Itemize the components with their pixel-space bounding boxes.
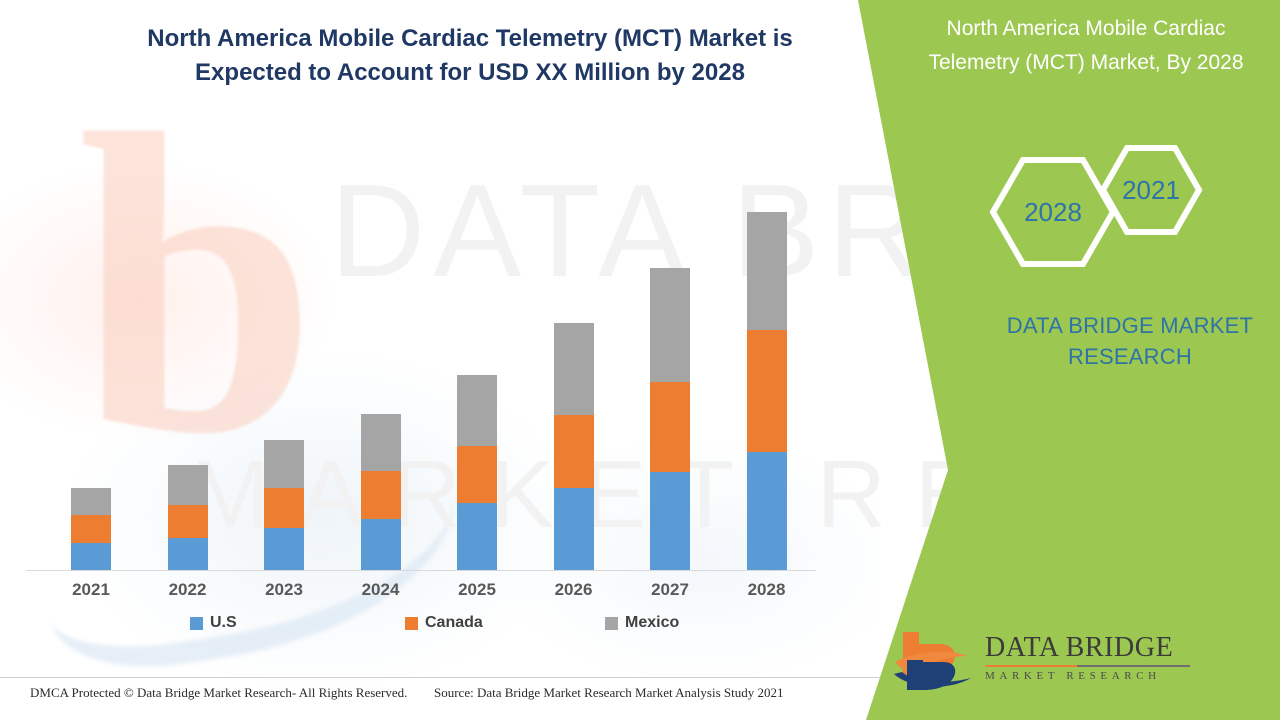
bar-segment-mexico-2025 <box>457 375 497 446</box>
svg-text:2028: 2028 <box>1024 197 1082 227</box>
logo-wordmark: DATA BRIDGE MARKET RESEARCH <box>985 632 1225 682</box>
bar-segment-canada-2023 <box>264 488 304 528</box>
bar-group <box>26 120 826 570</box>
logo-divider <box>985 665 1190 667</box>
footer-copyright: DMCA Protected © Data Bridge Market Rese… <box>30 685 408 700</box>
legend-item-mexico[interactable]: Mexico <box>605 614 679 632</box>
chart-legend: U.S Canada Mexico <box>0 614 830 642</box>
svg-text:2021: 2021 <box>1122 175 1180 205</box>
panel-brand-line-2: RESEARCH <box>1067 344 1192 369</box>
bar-segment-canada-2027 <box>650 382 690 472</box>
hexagon-2028 <box>989 157 1117 267</box>
legend-swatch-icon <box>405 616 418 630</box>
legend-item-us[interactable]: U.S <box>190 614 237 632</box>
footer-divider <box>0 677 880 678</box>
legend-item-canada[interactable]: Canada <box>405 614 483 632</box>
bar-segment-us-2021 <box>71 543 111 570</box>
logo-mark-icon <box>894 632 971 690</box>
bar-segment-mexico-2023 <box>264 440 304 488</box>
logo-main-text: DATA BRIDGE <box>985 632 1174 663</box>
chart-plot-area <box>26 120 826 572</box>
bar-segment-canada-2022 <box>167 505 208 538</box>
x-axis-label-2026: 2026 <box>554 580 593 599</box>
bar-segment-us-2026 <box>553 488 594 570</box>
background-ghost-letter: b <box>78 47 318 523</box>
bar-2025[interactable] <box>457 375 497 570</box>
x-axis-label-2021: 2021 <box>72 580 110 599</box>
background-photo <box>0 0 880 720</box>
legend-label: U.S <box>210 614 237 631</box>
bar-2027[interactable] <box>650 268 690 570</box>
x-axis-line <box>26 570 816 571</box>
company-logo: DATA BRIDGE MARKET RESEARCH <box>893 626 1233 696</box>
bar-2024[interactable] <box>360 414 401 570</box>
legend-label: Canada <box>425 614 483 631</box>
bar-2028[interactable] <box>746 212 787 570</box>
x-axis-labels: 2021 2022 2023 2024 2025 2026 2027 2028 <box>0 580 830 610</box>
x-axis-label-2028: 2028 <box>747 580 786 599</box>
bar-segment-canada-2025 <box>457 446 497 503</box>
legend-swatch-icon <box>605 616 618 630</box>
bar-segment-us-2024 <box>360 519 401 570</box>
bar-2023[interactable] <box>264 440 304 570</box>
legend-swatch-icon <box>190 616 203 630</box>
bar-segment-us-2022 <box>167 538 208 570</box>
logo-sub-text: MARKET RESEARCH <box>985 670 1161 682</box>
bar-segment-mexico-2026 <box>553 323 594 415</box>
bar-2021[interactable] <box>71 488 111 570</box>
bar-segment-mexico-2027 <box>650 268 690 382</box>
panel-title: North America Mobile Cardiac Telemetry (… <box>928 17 1244 74</box>
bar-segment-canada-2026 <box>553 415 594 488</box>
x-axis-label-2023: 2023 <box>265 580 303 599</box>
x-axis-label-2022: 2022 <box>168 580 207 599</box>
bar-segment-us-2028 <box>746 452 787 570</box>
bar-segment-us-2027 <box>650 472 690 570</box>
chart-title: North America Mobile Cardiac Telemetry (… <box>147 25 793 86</box>
footer-source: Source: Data Bridge Market Research Mark… <box>434 685 784 700</box>
bar-segment-us-2023 <box>264 528 304 570</box>
bar-segment-canada-2024 <box>360 471 401 519</box>
bar-segment-mexico-2024 <box>360 414 401 471</box>
hexagon-2021 <box>1099 145 1203 235</box>
bar-segment-mexico-2028 <box>746 212 787 330</box>
panel-brand-line-1: DATA BRIDGE MARKET <box>1006 313 1254 338</box>
hexagon-badges: 2021 2028 <box>975 140 1205 280</box>
panel-brand-name: DATA BRIDGE MARKET RESEARCH <box>980 310 1280 372</box>
bar-segment-us-2025 <box>457 503 497 570</box>
bar-segment-canada-2021 <box>71 515 111 543</box>
bar-segment-mexico-2021 <box>71 488 111 515</box>
x-axis-label-2025: 2025 <box>458 580 496 599</box>
legend-label: Mexico <box>625 614 680 631</box>
x-axis-label-2024: 2024 <box>361 580 400 599</box>
bar-2026[interactable] <box>553 323 594 570</box>
bar-2022[interactable] <box>167 465 208 570</box>
bar-segment-canada-2028 <box>746 330 787 452</box>
bar-segment-mexico-2022 <box>167 465 208 505</box>
x-axis-label-2027: 2027 <box>651 580 689 599</box>
